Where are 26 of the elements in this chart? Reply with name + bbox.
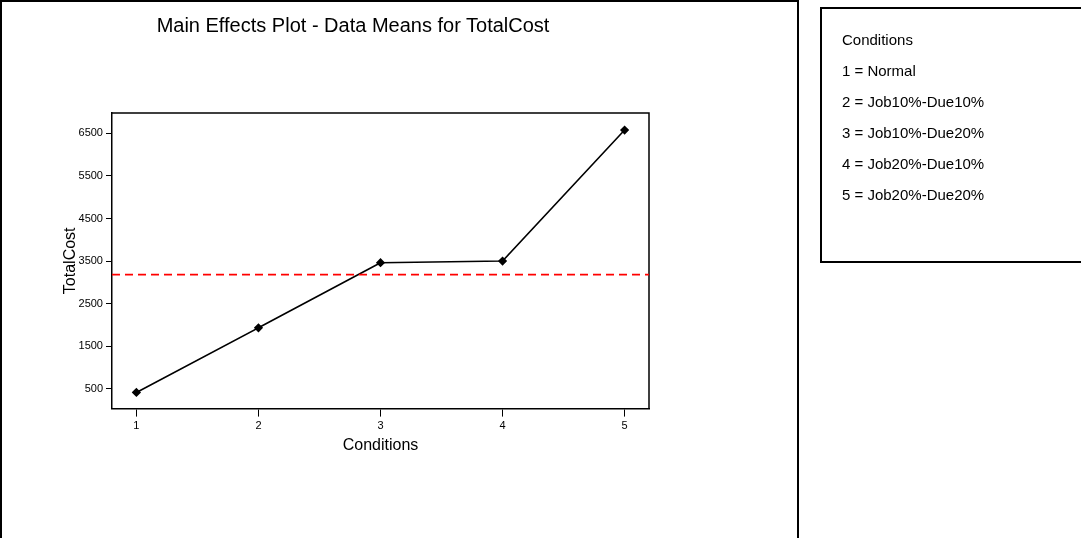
y-tick-label: 5500 — [78, 168, 103, 181]
x-tick-label: 2 — [255, 419, 262, 432]
y-tick-label: 4500 — [78, 211, 103, 224]
x-tick-label: 4 — [499, 419, 506, 432]
text: 3 = Job10%-Due20% — [842, 124, 986, 143]
point — [254, 323, 263, 333]
text: Conditions — [842, 31, 914, 50]
chart-title: Main Effects Plot - Data Means for TotalCost — [156, 13, 550, 36]
text: 1 = Normal — [842, 62, 917, 81]
x-axis-title: Conditions — [342, 435, 419, 453]
point — [620, 125, 629, 135]
text: 2 = Job10%-Due10% — [842, 93, 986, 112]
y-tick-label: 3500 — [78, 254, 103, 267]
point — [132, 388, 141, 397]
x-tick-label: 5 — [621, 419, 628, 432]
text: 4 = Job20%-Due10% — [842, 155, 986, 174]
y-tick-label: 1500 — [78, 339, 103, 352]
y-tick-label: 2500 — [78, 296, 103, 309]
point — [376, 258, 385, 268]
x-tick-label: 3 — [377, 419, 384, 432]
x-tick-label: 1 — [133, 419, 140, 432]
text: 5 = Job20%-Due20% — [842, 186, 986, 205]
y-tick-label: 500 — [84, 381, 103, 394]
y-tick-label: 6500 — [78, 126, 103, 139]
point — [498, 256, 507, 266]
y-axis-title: TotalCost — [61, 226, 79, 295]
